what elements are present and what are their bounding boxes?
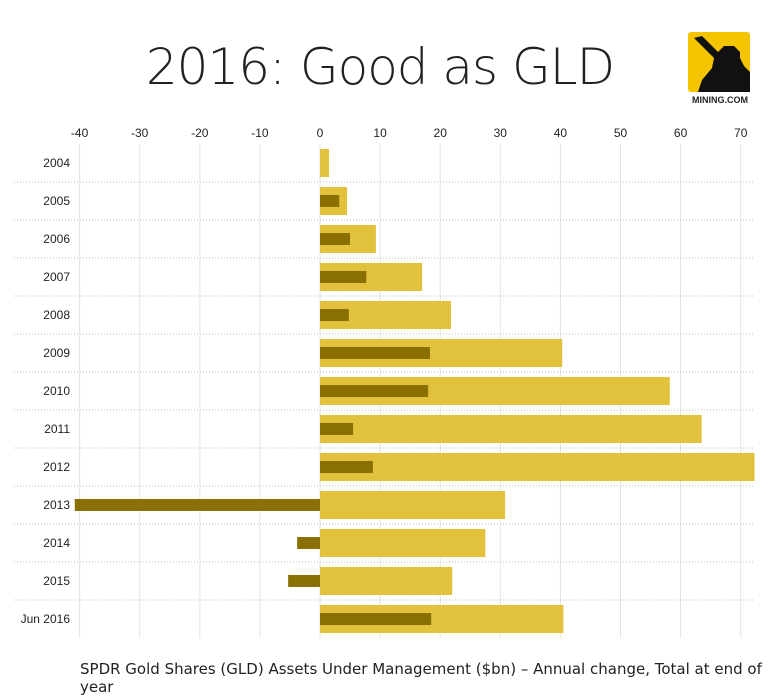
x-tick-label: 20 [434, 126, 448, 140]
x-tick-label: 60 [674, 126, 688, 140]
x-tick-label: 10 [373, 126, 387, 140]
category-label: 2009 [43, 346, 70, 360]
chart-caption: SPDR Gold Shares (GLD) Assets Under Mana… [80, 660, 762, 696]
mining-com-logo [688, 32, 750, 92]
change-bar [320, 233, 351, 245]
change-bar [74, 499, 321, 511]
category-label: 2013 [43, 498, 70, 512]
x-tick-label: 40 [554, 126, 568, 140]
x-tick-label: -40 [71, 126, 89, 140]
change-bar [320, 347, 430, 359]
category-label: 2015 [43, 574, 70, 588]
category-label: 2007 [43, 270, 70, 284]
category-label: 2008 [43, 308, 70, 322]
total-bar [320, 415, 702, 443]
change-bar [288, 575, 320, 587]
category-label: Jun 2016 [21, 612, 71, 626]
change-bar [320, 195, 340, 207]
category-label: 2006 [43, 232, 70, 246]
logo-text: MINING.COM [692, 95, 748, 105]
category-label: 2012 [43, 460, 70, 474]
total-bar [320, 567, 453, 595]
change-bar [320, 613, 432, 625]
x-tick-label: 30 [494, 126, 508, 140]
change-bar [297, 537, 320, 549]
x-tick-label: -20 [191, 126, 209, 140]
total-bar [320, 529, 486, 557]
category-label: 2011 [44, 422, 70, 436]
x-tick-label: -30 [131, 126, 149, 140]
category-label: 2014 [43, 536, 70, 550]
chart-title: 2016: Good as GLD [145, 38, 615, 96]
change-bar [320, 271, 367, 283]
category-label: 2010 [43, 384, 70, 398]
change-bar [320, 309, 349, 321]
change-bar [320, 461, 373, 473]
category-label: 2005 [43, 194, 70, 208]
x-tick-label: 50 [614, 126, 628, 140]
x-tick-label: -10 [251, 126, 269, 140]
total-bar [320, 491, 506, 519]
total-bar [320, 149, 330, 177]
change-bar [320, 385, 429, 397]
total-bar [320, 453, 755, 481]
bar-chart: -40 -30 -20 -10 0 10 20 30 40 50 60 70 2004 2005 2006 2… [14, 126, 755, 638]
category-label: 2004 [43, 156, 70, 170]
x-tick-label: 0 [317, 126, 324, 140]
x-tick-label: 70 [734, 126, 748, 140]
change-bar [320, 423, 354, 435]
